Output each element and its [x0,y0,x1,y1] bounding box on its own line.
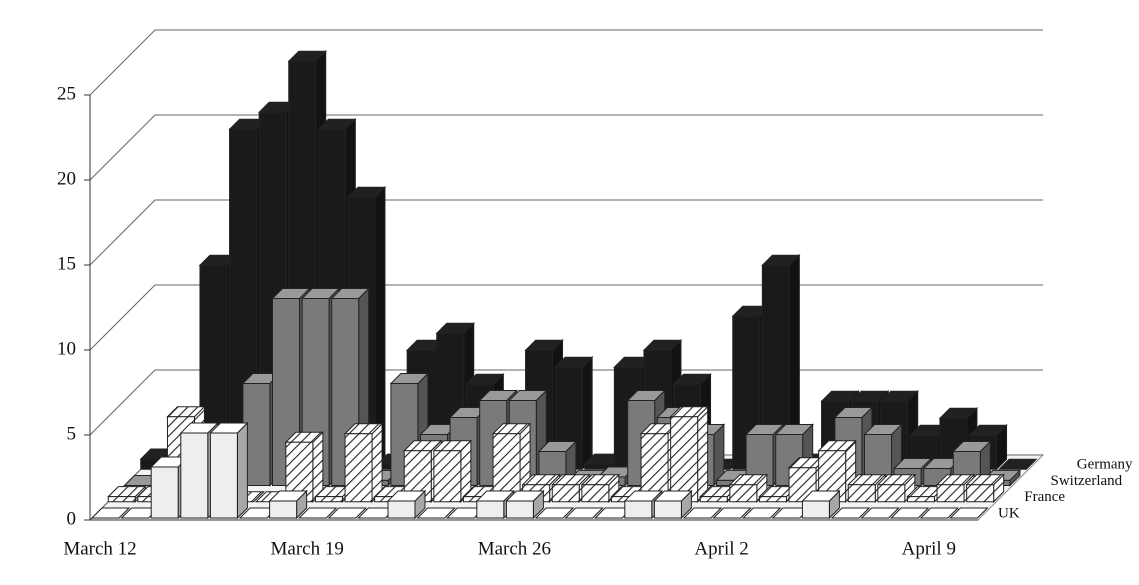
bar [433,450,462,503]
bar-top [997,458,1038,470]
y-tick-label: 10 [57,338,76,359]
bar-side [581,356,593,471]
bar [150,466,179,519]
y-tick-label: 20 [57,168,76,189]
bar [624,500,653,519]
grid-line [89,114,1043,181]
grid-line [89,284,1043,351]
x-tick-label: March 19 [271,538,344,559]
bar-side [697,405,709,503]
bar [877,484,906,503]
bar [387,500,416,519]
bar [653,500,682,519]
x-tick-label: April 2 [694,538,748,559]
bar [936,484,965,503]
bar-top [327,507,368,519]
bar [314,496,343,503]
bar-top [830,507,871,519]
bar-top [416,507,456,519]
bar [640,433,669,503]
bar [670,416,699,503]
bar [492,433,521,503]
bar [729,484,758,503]
bar-top [860,507,900,519]
bar [801,500,830,519]
series-label: Germany [1077,457,1133,473]
bar-top [741,507,782,519]
y-tick-label: 5 [67,423,77,444]
bar-top [712,507,752,519]
bar-top [682,507,723,519]
bar-top [564,507,604,519]
bar [476,500,505,519]
bar-top [949,507,989,519]
bar-top [919,507,960,519]
series-label: UK [998,505,1020,521]
bar [699,496,728,503]
y-tick-label: 25 [57,83,76,104]
bar [269,500,298,519]
grid-line [89,199,1043,266]
x-tick-label: March 26 [478,538,551,559]
bar [581,484,610,503]
bar [758,496,787,503]
x-tick-label: March 12 [63,538,136,559]
x-tick-label: April 9 [902,538,956,559]
bar [344,433,373,503]
bar [847,484,876,503]
series-label: Switzerland [1051,473,1123,489]
bar [906,496,935,503]
bar [107,496,136,503]
series-label: France [1024,489,1065,505]
bar [966,484,995,503]
bar [209,432,238,519]
grid-line [89,29,1043,96]
bar [551,484,580,503]
bar-top [534,507,575,519]
y-tick-label: 0 [67,508,77,529]
bar-top [889,507,930,519]
bar-top [297,507,338,519]
bar-side [236,421,248,520]
y-tick-label: 15 [57,253,76,274]
bar-top [90,507,131,519]
bar [180,432,209,519]
bar [505,500,534,519]
